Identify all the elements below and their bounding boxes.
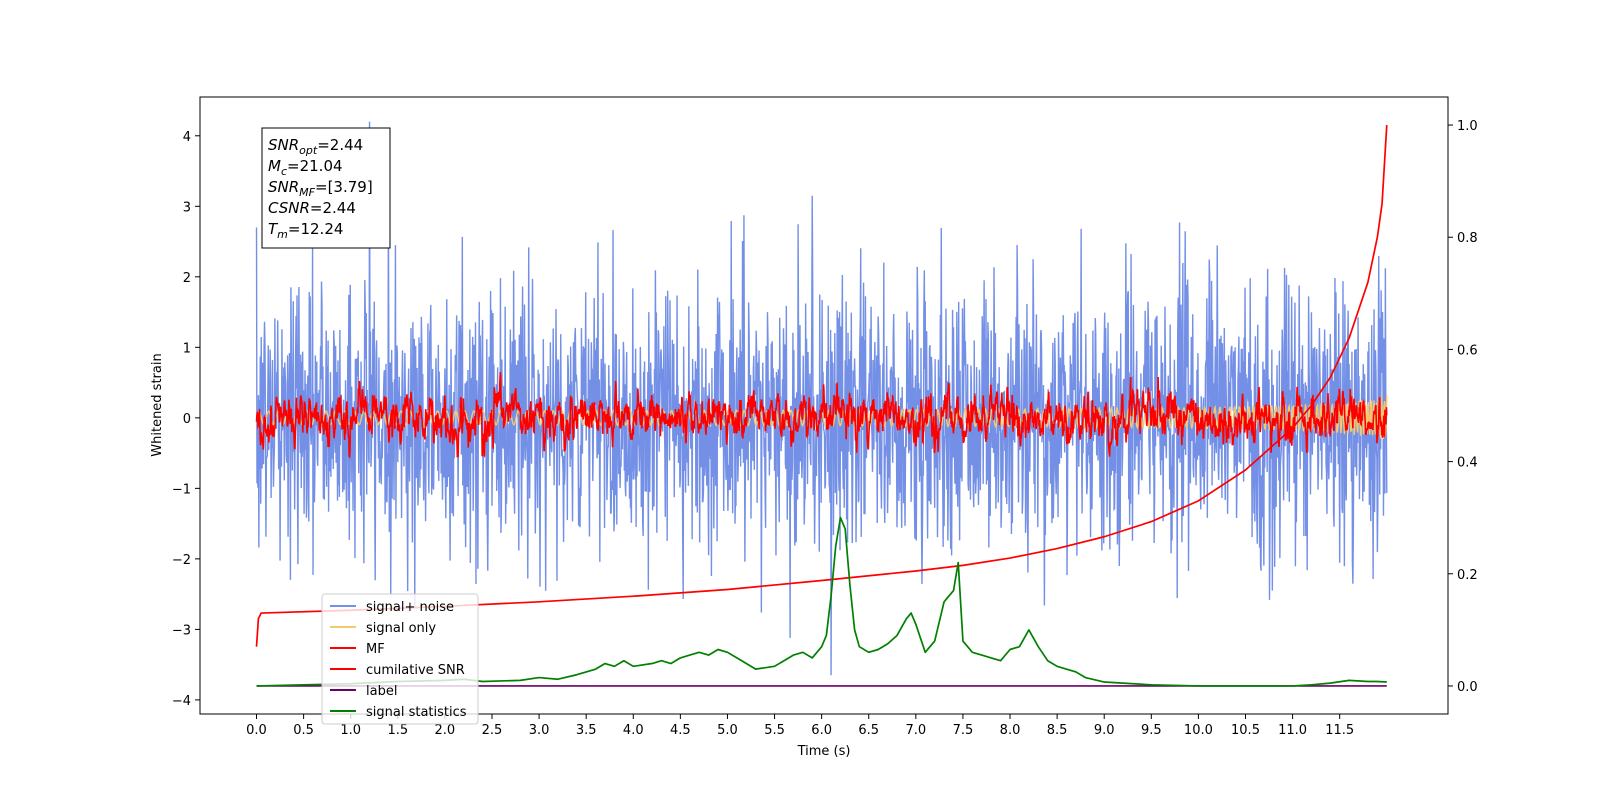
- y-right-tick-label: 1.0: [1457, 119, 1478, 134]
- y-left-tick-label: −4: [172, 694, 191, 709]
- x-tick-label: 0.5: [293, 723, 314, 738]
- legend-label-signal-noise: signal+ noise: [366, 600, 454, 615]
- y-left-tick-label: −1: [172, 482, 191, 497]
- x-tick-label: 6.0: [811, 723, 832, 738]
- y-right-tick-label: 0.2: [1457, 568, 1478, 583]
- y-left-tick-label: 1: [183, 341, 191, 356]
- x-tick-label: 1.5: [387, 723, 408, 738]
- legend: signal+ noise signal only MF cumilative SNR…: [321, 593, 479, 725]
- y-right-tick-label: 0.8: [1457, 231, 1478, 246]
- x-tick-label: 4.5: [670, 723, 691, 738]
- x-tick-label: 1.0: [340, 723, 361, 738]
- x-tick-label: 5.0: [717, 723, 738, 738]
- x-tick-label: 5.5: [764, 723, 785, 738]
- y-left-tick-label: 4: [183, 130, 191, 145]
- x-axis: 0.0 0.5 1.0 1.5 2.0 2.5 3.0 3.5 4.0 4.5 5.0 5.5 6.0 6…: [246, 714, 1354, 738]
- x-tick-label: 11.0: [1278, 723, 1307, 738]
- x-tick-label: 2.5: [482, 723, 503, 738]
- x-tick-label: 0.0: [246, 723, 267, 738]
- legend-frame: [321, 593, 479, 725]
- y-left-tick-label: 2: [183, 271, 191, 286]
- y-right-tick-label: 0.0: [1457, 680, 1478, 695]
- x-tick-label: 8.0: [1000, 723, 1021, 738]
- annotation-line: SNRopt=2.44: [268, 136, 363, 157]
- y-axis-label: Whitened strain: [150, 353, 165, 456]
- x-axis-label: Time (s): [797, 744, 851, 759]
- x-tick-label: 8.5: [1047, 723, 1068, 738]
- legend-label-cumilative-snr: cumilative SNR: [366, 663, 465, 678]
- y-left-tick-label: 0: [183, 412, 191, 427]
- annotation-line: CSNR=2.44: [268, 199, 356, 217]
- annotation-line: Tm=12.24: [268, 220, 343, 241]
- legend-label-signal-only: signal only: [366, 621, 436, 636]
- x-tick-label: 7.0: [905, 723, 926, 738]
- x-tick-label: 7.5: [953, 723, 974, 738]
- legend-label-mf: MF: [366, 642, 385, 657]
- x-tick-label: 11.5: [1325, 723, 1354, 738]
- x-tick-label: 10.0: [1184, 723, 1213, 738]
- y-left-tick-label: 3: [183, 200, 191, 215]
- plot-frame: [199, 96, 1449, 715]
- series-mf: [255, 372, 1388, 459]
- annotation-line: Mc=21.04: [268, 157, 343, 178]
- x-tick-label: 10.5: [1231, 723, 1260, 738]
- x-tick-label: 6.5: [858, 723, 879, 738]
- x-tick-label: 4.0: [623, 723, 644, 738]
- annotation-frame: [261, 127, 391, 249]
- x-tick-label: 2.0: [435, 723, 456, 738]
- x-tick-label: 3.5: [576, 723, 597, 738]
- legend-label-label: label: [366, 684, 397, 699]
- y-axis-right: 1.0 0.8 0.6 0.4 0.2 0.0: [1448, 119, 1478, 695]
- annotation-box: SNRopt=2.44Mc=21.04SNRMF=[3.79]CSNR=2.44…: [261, 127, 391, 249]
- annotation-line: SNRMF=[3.79]: [268, 178, 373, 199]
- x-tick-label: 9.5: [1141, 723, 1162, 738]
- series-signal-statistics: [256, 516, 1387, 687]
- legend-label-signal-statistics: signal statistics: [366, 705, 467, 720]
- y-left-tick-label: −2: [172, 553, 191, 568]
- x-tick-label: 9.0: [1094, 723, 1115, 738]
- y-right-tick-label: 0.4: [1457, 456, 1478, 471]
- y-right-tick-label: 0.6: [1457, 343, 1478, 358]
- y-axis-left: 4 3 2 1 0 −1 −2 −3 −4: [172, 130, 200, 709]
- x-tick-label: 3.0: [529, 723, 550, 738]
- y-left-tick-label: −3: [172, 623, 191, 638]
